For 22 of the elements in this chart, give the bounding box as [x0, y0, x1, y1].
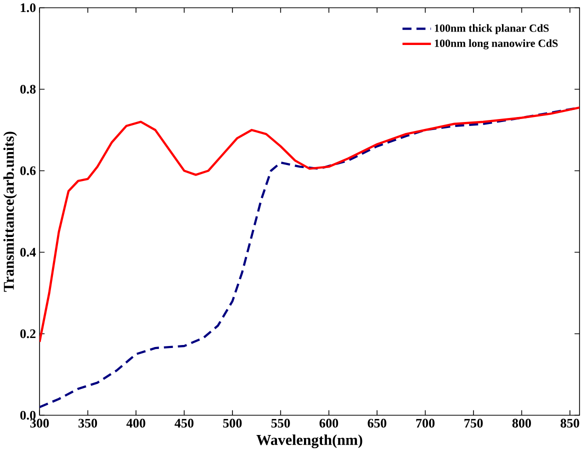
x-tick-label: 450	[174, 418, 194, 428]
y-tick-label: 1.0	[20, 3, 36, 12]
y-tick-label: 0.4	[20, 248, 36, 256]
x-tick-label: 650	[368, 418, 386, 428]
x-tick-label: 550	[271, 418, 290, 428]
y-tick-label: 0.6	[20, 166, 36, 175]
x-tick-label: 850	[560, 418, 580, 428]
y-tick-label: 0.2	[20, 329, 36, 338]
y-tick-label: 0.0	[20, 410, 36, 420]
x-tick-label: 700	[416, 418, 435, 428]
x-axis-title: Wavelength(nm)	[256, 434, 362, 448]
x-tick-label: 400	[126, 418, 146, 428]
legend-label: 100nm long nanowire CdS	[434, 39, 558, 50]
x-tick-label: 300	[30, 418, 49, 428]
y-tick-label: 0.8	[20, 84, 36, 94]
x-tick-label: 500	[223, 418, 242, 428]
x-tick-label: 800	[512, 418, 531, 428]
x-tick-label: 750	[464, 418, 483, 428]
y-axis-title: Transmittance(arb.units)	[3, 131, 17, 292]
legend-label: 100nm thick planar CdS	[434, 24, 549, 34]
x-tick-label: 600	[320, 418, 338, 428]
x-tick-label: 350	[78, 418, 98, 428]
